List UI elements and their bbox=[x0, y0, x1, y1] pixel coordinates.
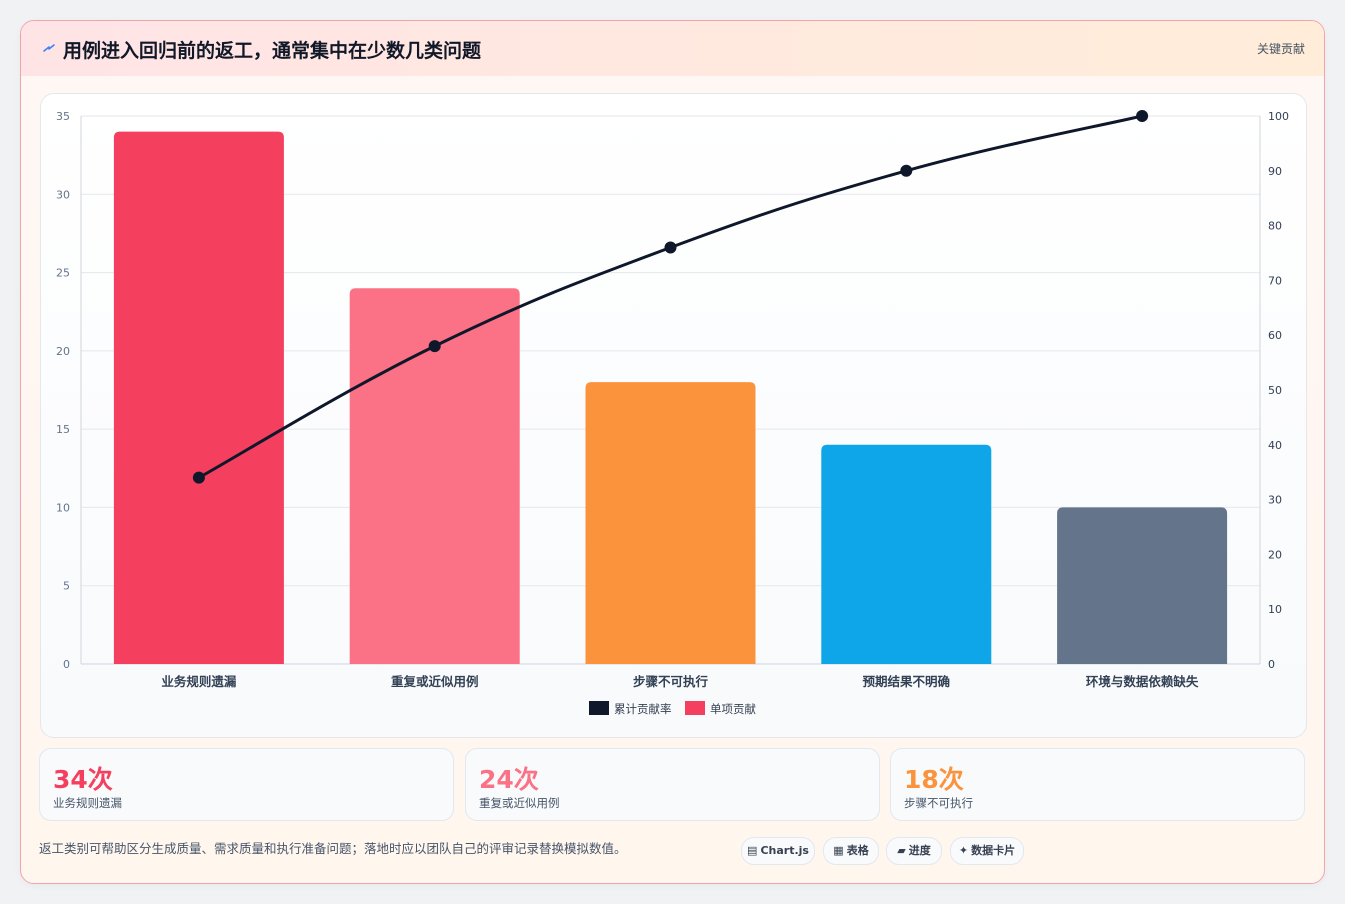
data-card-pill[interactable]: ✦ 数据卡片 bbox=[950, 837, 1024, 865]
y-left-tick-label: 5 bbox=[63, 580, 70, 593]
y-left-tick-label: 10 bbox=[56, 501, 70, 514]
x-tick-label: 业务规则遗漏 bbox=[161, 674, 237, 689]
cumulative-point bbox=[664, 241, 677, 254]
y-left-tick-label: 30 bbox=[56, 188, 70, 201]
y-right-tick-label: 90 bbox=[1268, 165, 1282, 178]
chartjs-pill[interactable]: ▤ Chart.js bbox=[741, 837, 815, 865]
y-right-tick-label: 20 bbox=[1268, 548, 1282, 561]
y-left-tick-label: 20 bbox=[56, 345, 70, 358]
page-title: 用例进入回归前的返工，通常集中在少数几类问题 bbox=[63, 40, 482, 62]
pill-label: Chart.js bbox=[760, 844, 809, 857]
progress-icon: ▰ bbox=[897, 844, 906, 857]
x-tick-label: 环境与数据依赖缺失 bbox=[1086, 674, 1199, 689]
y-right-tick-label: 70 bbox=[1268, 274, 1282, 287]
legend-swatch bbox=[685, 701, 705, 715]
bar bbox=[113, 131, 284, 665]
key-contribution-badge: 关键贡献 bbox=[1256, 42, 1305, 56]
stat-card-3: 18次 步骤不可执行 bbox=[890, 748, 1305, 821]
card-header: 用例进入回归前的返工，通常集中在少数几类问题 关键贡献 bbox=[21, 21, 1324, 76]
pareto-chart: 0 5 10 15 20 25 30 35 0 10 20 30 40 50 60 70 80 90 100 业务规则… bbox=[40, 93, 1307, 738]
table-pill[interactable]: ▦ 表格 bbox=[823, 837, 879, 865]
y-right-tick-label: 100 bbox=[1268, 110, 1289, 123]
lightning-icon bbox=[43, 44, 55, 52]
y-left-tick-label: 25 bbox=[56, 267, 70, 280]
chart-icon: ▤ bbox=[747, 844, 758, 857]
x-tick-label: 步骤不可执行 bbox=[633, 674, 709, 689]
y-right-tick-label: 80 bbox=[1268, 220, 1282, 233]
cumulative-point bbox=[1136, 110, 1149, 122]
cumulative-point bbox=[900, 164, 913, 177]
y-right-tick-label: 10 bbox=[1268, 603, 1282, 616]
cumulative-point bbox=[428, 340, 441, 353]
stat-card-2: 24次 重复或近似用例 bbox=[465, 748, 880, 821]
pill-label: 表格 bbox=[846, 844, 869, 857]
legend-label: 累计贡献率 bbox=[614, 702, 672, 716]
bar bbox=[349, 288, 520, 664]
legend-swatch bbox=[589, 701, 609, 715]
card-icon: ✦ bbox=[958, 844, 969, 857]
y-left-tick-label: 0 bbox=[63, 658, 70, 671]
x-tick-label: 重复或近似用例 bbox=[391, 674, 479, 689]
y-right-tick-label: 0 bbox=[1268, 658, 1275, 671]
y-right-tick-label: 40 bbox=[1268, 439, 1282, 452]
stat-value: 24次 bbox=[479, 765, 539, 794]
stat-card-1: 34次 业务规则遗漏 bbox=[39, 748, 454, 821]
y-right-tick-label: 50 bbox=[1268, 384, 1282, 397]
y-left-tick-label: 15 bbox=[56, 423, 70, 436]
progress-pill[interactable]: ▰ 进度 bbox=[886, 837, 942, 865]
table-icon: ▦ bbox=[833, 844, 844, 857]
report-card: 用例进入回归前的返工，通常集中在少数几类问题 关键贡献 0 5 10 15 20 25 30… bbox=[20, 20, 1325, 884]
stat-label: 重复或近似用例 bbox=[479, 796, 560, 810]
pill-label: 进度 bbox=[908, 844, 931, 857]
y-left-tick-label: 35 bbox=[56, 110, 70, 123]
stat-value: 18次 bbox=[904, 765, 964, 794]
footer-note: 返工类别可帮助区分生成质量、需求质量和执行准备问题；落地时应以团队自己的评审记录… bbox=[39, 841, 627, 856]
chart-canvas: 0 5 10 15 20 25 30 35 0 10 20 30 40 50 60 70 80 90 100 业务规则… bbox=[56, 110, 1289, 716]
stat-value: 34次 bbox=[53, 765, 113, 794]
bar bbox=[821, 444, 992, 664]
stat-label: 业务规则遗漏 bbox=[53, 796, 122, 810]
y-right-tick-label: 30 bbox=[1268, 494, 1282, 507]
bar bbox=[1057, 507, 1228, 664]
y-right-tick-label: 60 bbox=[1268, 329, 1282, 342]
cumulative-point bbox=[192, 471, 205, 484]
pill-label: 数据卡片 bbox=[971, 844, 1016, 857]
stat-label: 步骤不可执行 bbox=[904, 796, 973, 810]
bar bbox=[585, 382, 756, 664]
x-tick-label: 预期结果不明确 bbox=[863, 674, 951, 689]
legend-label: 单项贡献 bbox=[710, 702, 756, 716]
